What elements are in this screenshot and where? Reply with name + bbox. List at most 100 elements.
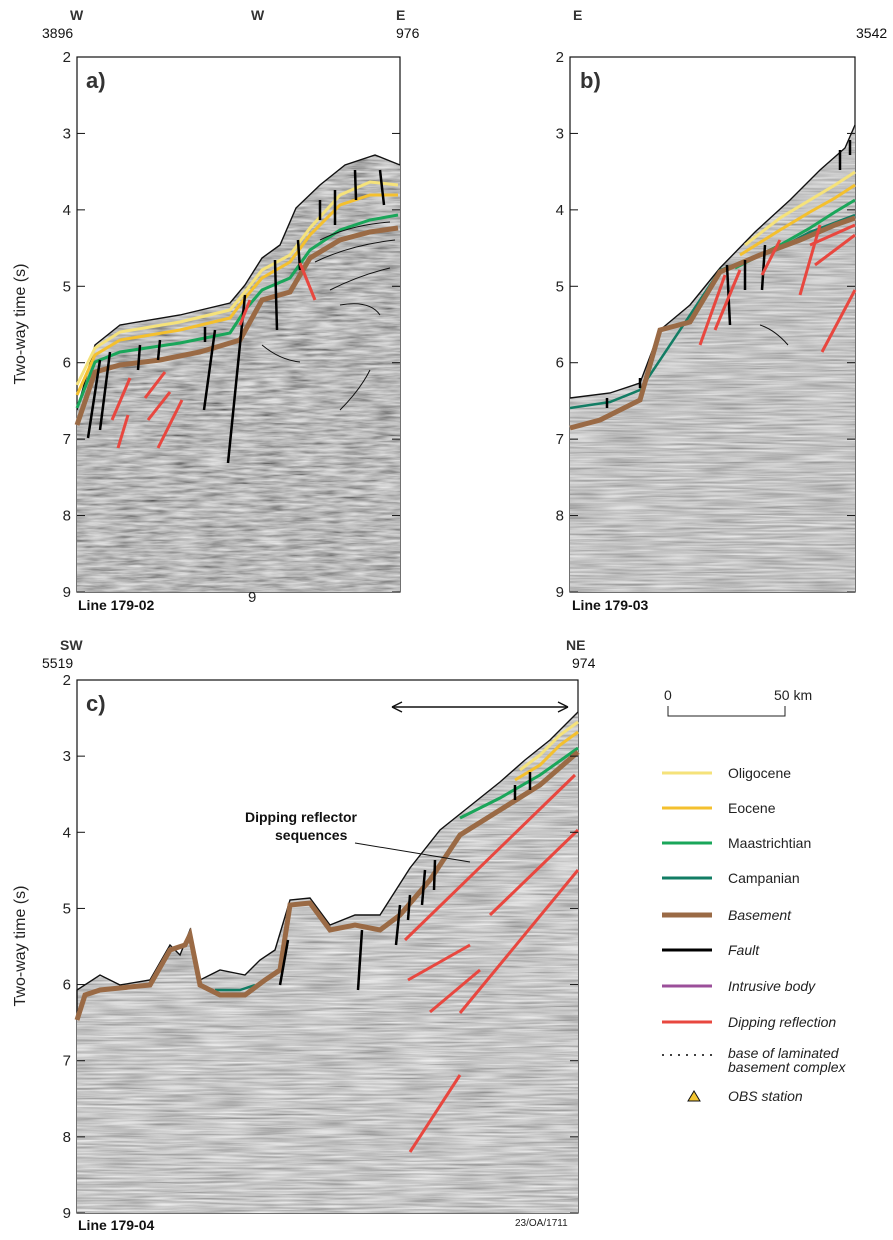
panel-a-line-name: Line 179-02 (78, 597, 154, 613)
panel-b (569, 56, 857, 593)
panel-a-stray-label: 9 (248, 589, 256, 606)
legend-label-line-2: basement complex (728, 1059, 847, 1075)
legend-label: Dipping reflection (728, 1014, 836, 1030)
panel-b-line-name: Line 179-03 (572, 597, 648, 613)
panel-a (74, 56, 401, 593)
legend-label: OBS station (728, 1088, 803, 1104)
y-axis-label-c: Two-way time (s) (12, 886, 29, 1007)
obs-station-icon (687, 1090, 701, 1102)
panel-b-seafloor (569, 124, 856, 399)
legend-item: Oligocene (662, 765, 791, 781)
panel-c-y-ticks: 2 3 4 5 6 7 8 9 (63, 672, 578, 1222)
legend-label: Campanian (728, 870, 800, 886)
panel-c-faults (278, 772, 532, 991)
panel-c-tick-label: 9 (63, 1205, 71, 1222)
legend-item: OBS station (687, 1088, 803, 1104)
panel-a-left-direction: W (70, 7, 84, 23)
panel-a-tick-label: 7 (63, 431, 71, 448)
legend-item: Dipping reflection (662, 1014, 836, 1030)
panel-b-right-shot: 3542 (856, 25, 887, 41)
annotation-leader (354, 842, 471, 863)
panel-c-tick-label: 8 (63, 1129, 71, 1146)
panel-a-label: a) (86, 68, 106, 93)
panel-b-oligocene (744, 170, 856, 247)
panel-a-tick-label: 4 (63, 202, 71, 219)
legend-label: base of laminated (728, 1045, 840, 1061)
panel-a-tick-label: 6 (63, 355, 71, 372)
figure-id: 23/OA/1711 (515, 1218, 568, 1229)
legend-label: Maastrichtian (728, 835, 811, 851)
legend-item: Basement (662, 907, 792, 923)
panel-a-tick-label: 8 (63, 508, 71, 525)
panel-a-oligocene (75, 180, 399, 386)
legend-label: Fault (728, 942, 760, 958)
panel-c-left-shot: 5519 (42, 655, 73, 671)
legend-label: Intrusive body (728, 978, 816, 994)
panel-a-laminated-base (261, 221, 396, 411)
panel-a-tick-label: 3 (63, 125, 71, 142)
panel-b-dipping-reflections (698, 223, 857, 353)
panel-b-tick-label: 4 (556, 202, 564, 219)
panel-b-tick-label: 2 (556, 49, 564, 66)
panel-c-maastrichtian (459, 746, 579, 820)
panel-c (74, 679, 580, 1214)
annotation-line-2: sequences (275, 827, 348, 843)
panel-c-line-name: Line 179-04 (78, 1217, 154, 1233)
panel-c-tick-label: 4 (63, 824, 71, 841)
panel-a-tick-label: 9 (63, 584, 71, 601)
legend-label: Eocene (728, 800, 776, 816)
extent-arrow (391, 701, 569, 713)
panel-b-tick-label: 8 (556, 508, 564, 525)
legend-label: Basement (728, 907, 792, 923)
legend-item: Maastrichtian (662, 835, 811, 851)
panel-a-mid-direction: W (251, 7, 265, 23)
scale-start: 0 (664, 687, 672, 703)
panel-b-tick-label: 7 (556, 431, 564, 448)
legend-item: Campanian (662, 870, 800, 886)
panel-a-tick-label: 5 (63, 278, 71, 295)
panel-b-tick-label: 9 (556, 584, 564, 601)
panel-c-eocene (514, 730, 579, 782)
panel-c-campanian (215, 983, 256, 992)
panel-c-tick-label: 2 (63, 672, 71, 689)
panel-b-label: b) (580, 68, 601, 93)
panel-a-tick-label: 2 (63, 49, 71, 66)
panel-a-dipping-reflections (110, 262, 317, 449)
scale-bar: 0 50 km (664, 687, 812, 717)
panel-b-eocene (739, 183, 856, 257)
legend-item: Fault (662, 942, 760, 958)
panel-a-y-ticks: 2 3 4 5 6 7 8 9 (63, 49, 400, 601)
legend: Oligocene Eocene Maastrichtian Campanian Bas… (662, 765, 847, 1104)
panel-a-right-shot: 976 (396, 25, 420, 41)
panel-c-left-direction: SW (60, 637, 83, 653)
panel-b-tick-label: 5 (556, 278, 564, 295)
panel-b-laminated-base (759, 324, 789, 346)
panel-a-maastrichtian (75, 213, 399, 409)
panel-a-right-direction: E (396, 7, 405, 23)
panel-b-left-direction: E (573, 7, 582, 23)
panel-c-tick-label: 7 (63, 1053, 71, 1070)
panel-c-right-shot: 974 (572, 655, 596, 671)
panel-b-tick-label: 3 (556, 125, 564, 142)
panel-c-dipping-reflections (403, 773, 580, 1153)
legend-item: Eocene (662, 800, 776, 816)
panel-c-tick-label: 6 (63, 977, 71, 994)
panel-c-right-direction: NE (566, 637, 585, 653)
panel-c-tick-label: 3 (63, 748, 71, 765)
panel-a-left-shot: 3896 (42, 25, 73, 41)
panel-a-seafloor (76, 154, 401, 411)
panel-b-y-ticks: 2 3 4 5 6 7 8 9 (556, 49, 855, 601)
legend-label: Oligocene (728, 765, 791, 781)
scale-end: 50 km (774, 687, 812, 703)
y-axis-label-ab: Two-way time (s) (12, 264, 29, 385)
annotation-line-1: Dipping reflector (245, 809, 358, 825)
panel-a-eocene (75, 193, 398, 396)
panel-c-label: c) (86, 691, 106, 716)
panel-c-oligocene (519, 720, 579, 772)
legend-item: Intrusive body (662, 978, 816, 994)
panel-c-tick-label: 5 (63, 900, 71, 917)
panel-a-basement (74, 225, 399, 426)
panel-b-tick-label: 6 (556, 355, 564, 372)
